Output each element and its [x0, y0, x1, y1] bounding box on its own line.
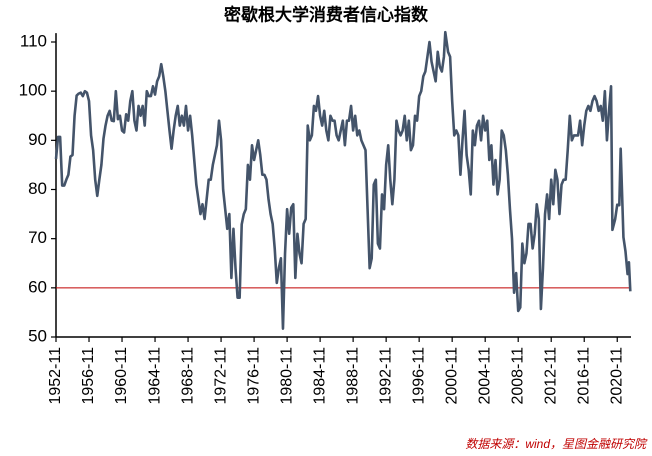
x-tick-label: 1988-11 [344, 347, 361, 405]
y-tick-label: 110 [20, 31, 47, 50]
y-tick-label: 80 [28, 179, 47, 198]
x-tick-label: 1980-11 [278, 347, 295, 405]
x-tick-label: 1964-11 [146, 347, 163, 405]
series-line [54, 30, 632, 330]
x-tick-label: 1968-11 [179, 347, 196, 405]
chart-title: 密歇根大学消费者信心指数 [224, 4, 429, 24]
y-tick-label: 90 [28, 130, 47, 149]
x-tick-label: 2020-11 [608, 347, 625, 405]
x-tick-label: 2008-11 [509, 347, 526, 405]
x-tick-label: 1992-11 [377, 347, 394, 405]
y-tick-label: 60 [28, 277, 47, 296]
x-tick-label: 1976-11 [245, 347, 262, 405]
x-tick-label: 1952-11 [47, 347, 64, 405]
y-tick-label: 70 [28, 228, 47, 247]
y-tick-label: 50 [28, 326, 47, 345]
x-tick-label: 1972-11 [212, 347, 229, 405]
x-tick-label: 2012-11 [542, 347, 559, 405]
x-tick-label: 2004-11 [476, 347, 493, 405]
x-tick-label: 2016-11 [575, 347, 592, 405]
x-tick-label: 1996-11 [410, 347, 427, 405]
x-tick-label: 1960-11 [113, 347, 130, 405]
x-tick-label: 1984-11 [311, 347, 328, 405]
x-tick-label: 1956-11 [80, 347, 97, 405]
y-tick-label: 100 [19, 81, 47, 100]
x-tick-label: 2000-11 [443, 347, 460, 405]
source-note: 数据来源：wind，星图金融研究院 [465, 437, 648, 451]
